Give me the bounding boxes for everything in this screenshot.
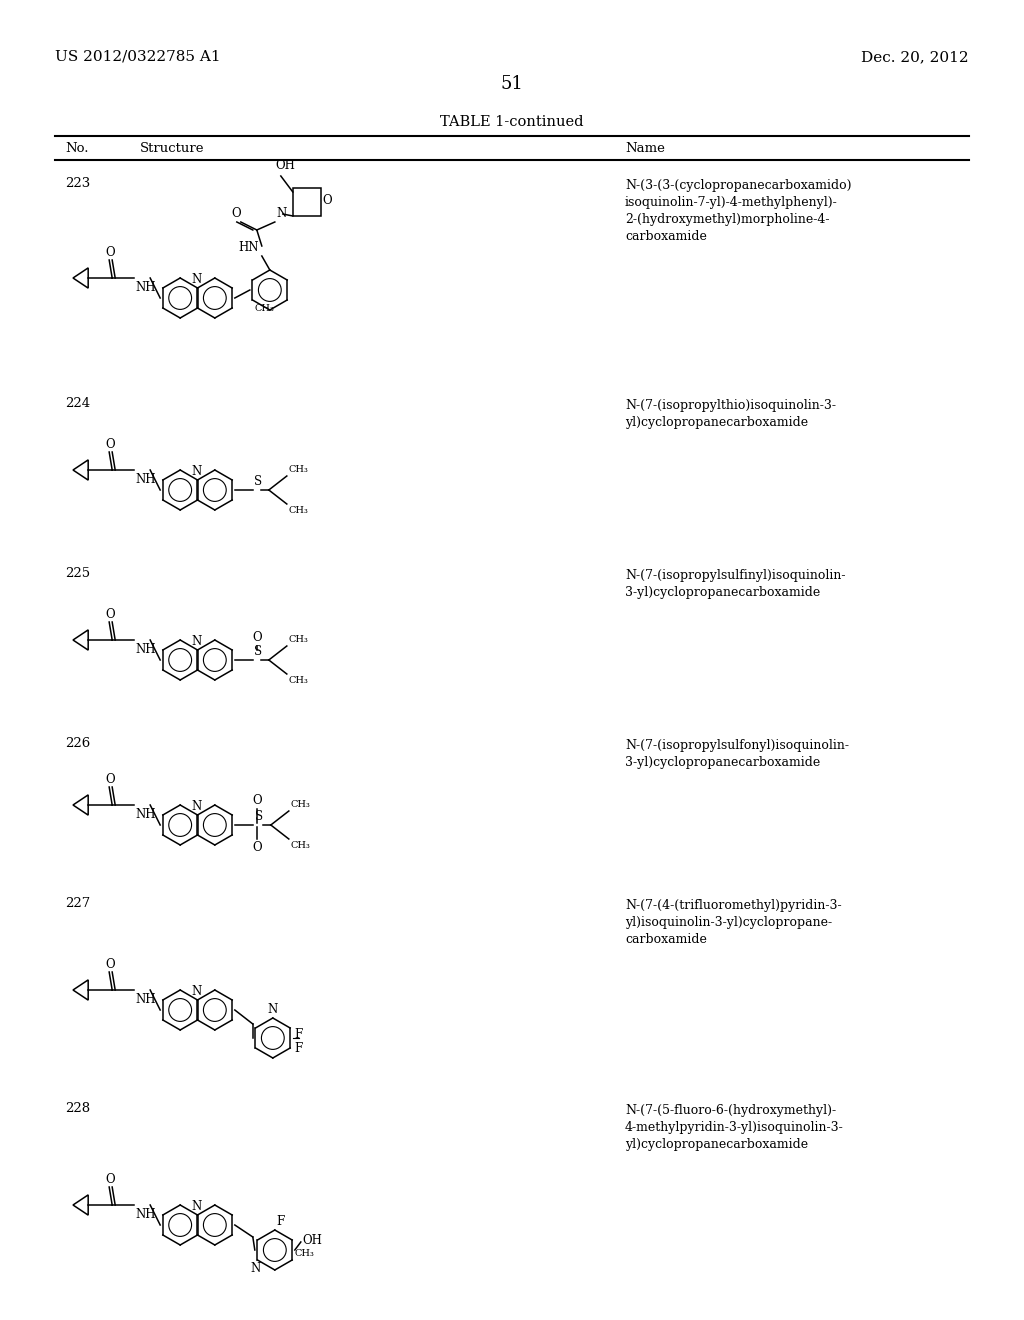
Text: N: N <box>276 207 287 220</box>
Text: F: F <box>295 1027 303 1040</box>
Text: Structure: Structure <box>140 143 205 154</box>
Text: OH: OH <box>303 1233 323 1246</box>
Text: N: N <box>191 1200 202 1213</box>
Text: CH₃: CH₃ <box>294 1249 314 1258</box>
Text: NH: NH <box>135 643 156 656</box>
Text: Name: Name <box>625 143 665 154</box>
Text: CH₃: CH₃ <box>291 800 310 809</box>
Text: S: S <box>254 645 262 657</box>
Text: 223: 223 <box>65 177 90 190</box>
Text: NH: NH <box>135 1208 156 1221</box>
Text: N-(3-(3-(cyclopropanecarboxamido)
isoquinolin-7-yl)-4-methylphenyl)-
2-(hydroxym: N-(3-(3-(cyclopropanecarboxamido) isoqui… <box>625 180 852 243</box>
Text: O: O <box>105 958 115 972</box>
Text: 225: 225 <box>65 568 90 579</box>
Text: N: N <box>191 800 202 813</box>
Text: O: O <box>231 207 241 220</box>
Text: 228: 228 <box>65 1102 90 1115</box>
Text: TABLE 1-continued: TABLE 1-continued <box>440 115 584 129</box>
Text: CH₃: CH₃ <box>289 676 308 685</box>
Text: NH: NH <box>135 473 156 486</box>
Text: N: N <box>191 635 202 648</box>
Text: CH₃: CH₃ <box>291 841 310 850</box>
Text: N-(7-(isopropylthio)isoquinolin-3-
yl)cyclopropanecarboxamide: N-(7-(isopropylthio)isoquinolin-3- yl)cy… <box>625 399 836 429</box>
Text: 224: 224 <box>65 397 90 411</box>
Text: S: S <box>255 810 263 822</box>
Text: NH: NH <box>135 808 156 821</box>
Text: N: N <box>191 985 202 998</box>
Text: O: O <box>105 609 115 620</box>
Text: N-(7-(isopropylsulfinyl)isoquinolin-
3-yl)cyclopropanecarboxamide: N-(7-(isopropylsulfinyl)isoquinolin- 3-y… <box>625 569 846 599</box>
Text: 226: 226 <box>65 737 90 750</box>
Text: NH: NH <box>135 281 156 294</box>
Text: 51: 51 <box>501 75 523 92</box>
Text: O: O <box>105 774 115 785</box>
Text: CH₃: CH₃ <box>255 304 274 313</box>
Text: O: O <box>252 631 262 644</box>
Text: O: O <box>105 438 115 451</box>
Text: Dec. 20, 2012: Dec. 20, 2012 <box>861 50 969 63</box>
Text: O: O <box>252 795 262 807</box>
Text: CH₃: CH₃ <box>289 465 308 474</box>
Text: O: O <box>105 1173 115 1185</box>
Text: N: N <box>251 1262 261 1275</box>
Text: F: F <box>295 1041 303 1055</box>
Text: CH₃: CH₃ <box>289 506 308 515</box>
Text: US 2012/0322785 A1: US 2012/0322785 A1 <box>55 50 220 63</box>
Text: O: O <box>105 246 115 259</box>
Text: 227: 227 <box>65 898 90 909</box>
Text: N-(7-(isopropylsulfonyl)isoquinolin-
3-yl)cyclopropanecarboxamide: N-(7-(isopropylsulfonyl)isoquinolin- 3-y… <box>625 739 849 770</box>
Text: N-(7-(4-(trifluoromethyl)pyridin-3-
yl)isoquinolin-3-yl)cyclopropane-
carboxamid: N-(7-(4-(trifluoromethyl)pyridin-3- yl)i… <box>625 899 842 946</box>
Text: CH₃: CH₃ <box>289 635 308 644</box>
Text: N: N <box>267 1003 278 1016</box>
Text: N: N <box>191 465 202 478</box>
Text: HN: HN <box>239 242 259 253</box>
Text: O: O <box>252 841 262 854</box>
Text: No.: No. <box>65 143 88 154</box>
Text: N-(7-(5-fluoro-6-(hydroxymethyl)-
4-methylpyridin-3-yl)isoquinolin-3-
yl)cyclopr: N-(7-(5-fluoro-6-(hydroxymethyl)- 4-meth… <box>625 1104 844 1151</box>
Text: F: F <box>276 1214 285 1228</box>
Text: S: S <box>254 475 262 488</box>
Text: NH: NH <box>135 993 156 1006</box>
Text: OH: OH <box>274 158 295 172</box>
Text: O: O <box>323 194 333 206</box>
Text: N: N <box>191 273 202 286</box>
